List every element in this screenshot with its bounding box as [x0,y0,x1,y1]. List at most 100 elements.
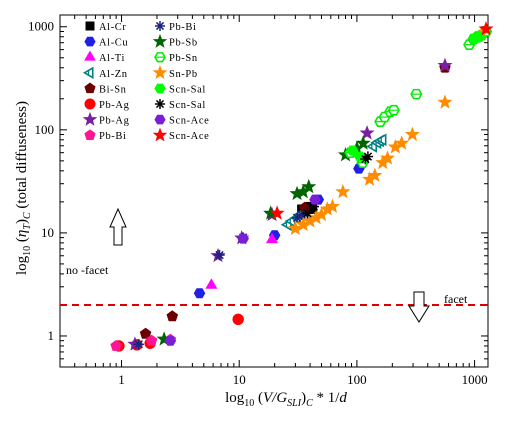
data-point [133,339,144,350]
legend-label: Al-Ti [99,53,125,64]
legend-marker [154,83,166,94]
x-tick-label: 100 [347,372,367,387]
legend-label: Pb-Ag [99,116,130,127]
data-point [324,198,341,213]
y-tick-label: 1 [48,328,55,343]
legend-item: Al-Cr [85,21,127,33]
legend-label: Bi-Sn [99,84,127,95]
data-point [437,57,453,72]
data-point [205,278,218,289]
y-tick-label: 1000 [28,19,54,34]
series-al-zn [280,133,387,232]
legend-marker [82,111,98,126]
data-points [110,21,494,352]
data-point [302,208,313,219]
legend-marker [84,98,96,110]
legend-item: Sn-Pb [152,65,198,80]
y-axis: 1 10 100 1000 [28,19,488,368]
data-point [375,133,387,147]
legend-item: Pb-Ag [84,98,130,111]
data-point [301,178,317,194]
legend-marker [152,65,168,80]
legend-item: Al-Cu [84,36,128,49]
legend-item: Pb-Bi [155,21,197,33]
legend-item: Pb-Sn [154,52,198,64]
legend-marker [84,129,96,140]
data-point [437,94,453,109]
series-al-ti [205,232,279,289]
x-tick-label: 1000 [462,372,488,387]
data-point [139,327,152,339]
legend-item: Pb-Ag [82,111,130,127]
series-scn-sal [302,151,374,219]
data-point [265,232,279,244]
legend-label: Pb-Ag [99,100,130,111]
legend-label: Sn-Pb [169,69,198,80]
x-axis: 1 10 100 1000 [59,15,488,387]
data-point [387,104,400,116]
data-point [367,167,383,182]
plot-frame [59,14,489,368]
facet-label: facet [444,292,468,306]
data-point [355,135,371,150]
legend-item: Scn-Sal [154,83,206,95]
legend-marker [84,82,96,94]
legend-label: Scn-Ace [169,131,209,142]
plot-border [59,14,489,368]
legend-marker [152,127,168,142]
legend-marker [154,52,166,63]
legend-item: Pb-Bi [84,129,126,142]
series-pb-bi [133,209,307,350]
data-point [335,183,351,199]
legend-item: Scn-Sal [155,99,205,111]
legend-item: Scn-Ace [152,127,209,142]
y-tick-label: 10 [41,225,54,240]
series-scn-ace [164,194,321,346]
series-al-cu [193,156,369,299]
down-arrow-icon [408,291,430,323]
data-point [410,88,423,100]
data-point [379,150,396,165]
data-point [359,125,375,140]
data-point [164,335,177,346]
legend-marker [154,114,166,125]
no-facet-label: no -facet [66,263,109,277]
data-point [404,126,420,141]
legend-label: Al-Zn [99,69,128,80]
legend-marker [152,33,168,48]
legend-marker [155,21,165,31]
legend-marker [82,66,94,79]
data-point [309,194,321,205]
legend-marker [84,50,96,61]
legend-item: Scn-Ace [154,114,209,127]
x-tick-label: 10 [233,372,246,387]
data-point [478,21,494,36]
legend-label: Scn-Ace [169,116,209,127]
data-point [232,313,244,326]
y-axis-label: log10 (ηT)C (total diffuseness) [14,101,33,275]
series-scn-ace [269,21,494,220]
legend-item: Bi-Sn [84,82,127,95]
legend-marker [155,99,165,109]
legend-item: Al-Zn [82,66,128,80]
legend-label: Al-Cu [99,38,128,49]
data-point [214,249,225,261]
legend-label: Pb-Sn [169,53,198,64]
legend-label: Scn-Sal [169,84,206,95]
data-point [269,205,285,220]
legend-label: Pb-Bi [169,22,197,33]
series-pb-sb [156,135,371,346]
legend-label: Al-Cr [99,22,127,33]
legend-item: Pb-Sb [152,33,198,49]
x-tick-label: 1 [118,372,125,387]
legend-marker [85,21,95,31]
data-point [145,334,158,346]
legend-label: Pb-Sb [169,38,198,49]
legend: Al-Cr Al-Cu Al-Ti Al-Zn Bi-Sn Pb-Ag Pb-Ag Pb-Bi… [82,21,209,142]
up-arrow-icon [109,207,127,246]
data-point [110,339,122,351]
y-tick-label: 100 [35,122,55,137]
data-point [362,151,374,162]
data-point [237,233,249,244]
